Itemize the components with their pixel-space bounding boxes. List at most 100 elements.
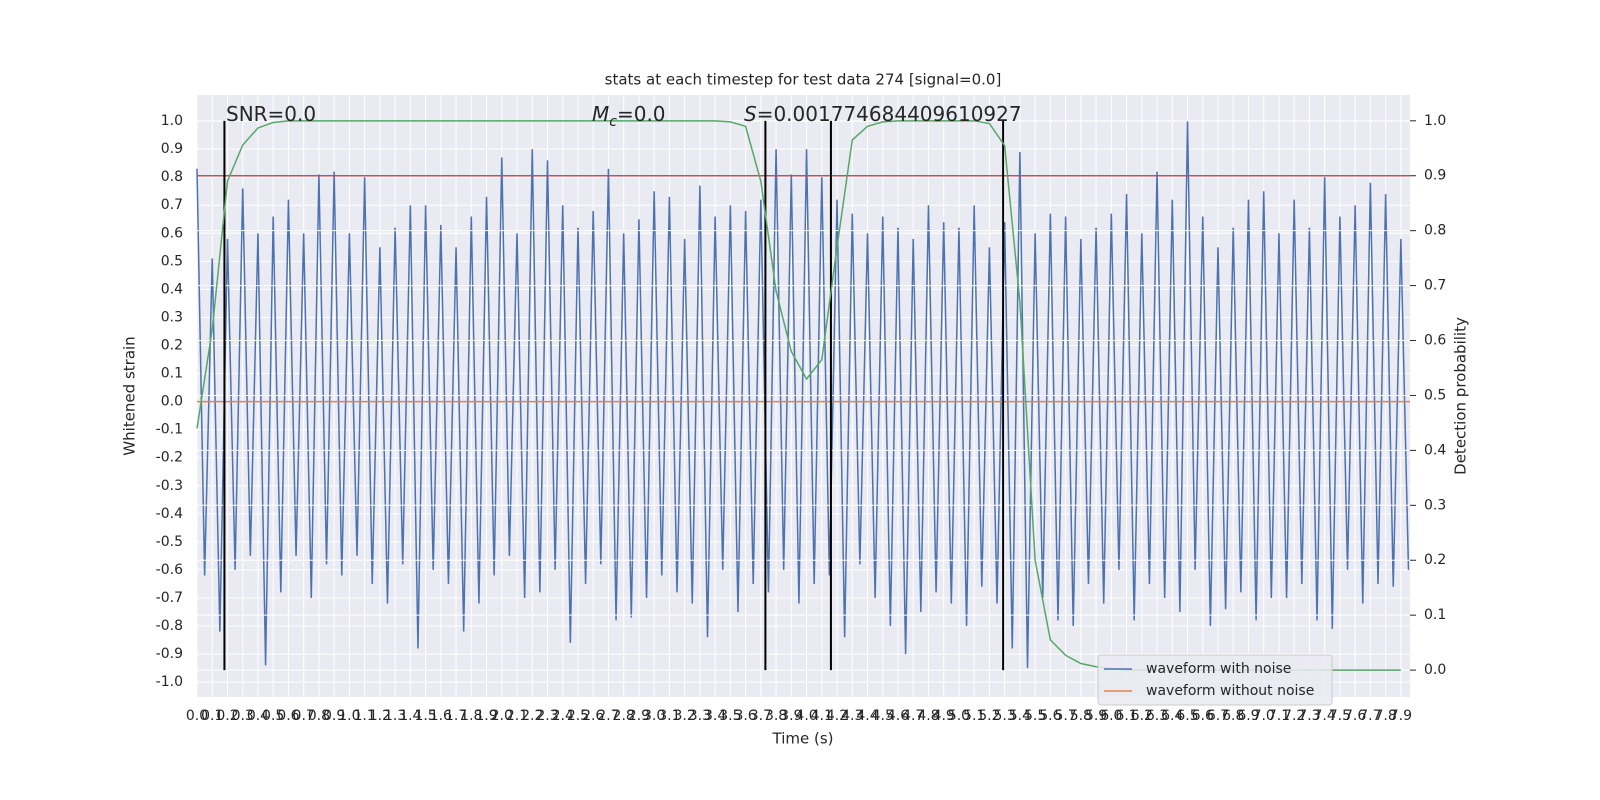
x-tick-label: 7.3: [1298, 708, 1320, 724]
x-tick-label: 0.1: [201, 708, 223, 724]
x-tick-label: 4.7: [902, 708, 924, 724]
y-tick-label: -1.0: [156, 674, 183, 690]
x-tick-label: 2.1: [506, 708, 528, 724]
x-tick-label: 4.3: [841, 708, 863, 724]
x-tick-label: 2.8: [613, 708, 635, 724]
y2-tick-label: 0.0: [1424, 662, 1446, 678]
y-tick-label: 0.9: [161, 141, 183, 157]
series-line: [196, 121, 1410, 669]
x-tick-label: 6.7: [1207, 708, 1229, 724]
x-tick-label: 3.8: [765, 708, 787, 724]
x-tick-label: 5.7: [1054, 708, 1076, 724]
x-tick-label: 6.3: [1146, 708, 1168, 724]
x-tick-label: 6.5: [1176, 708, 1198, 724]
y-axis-label: Whitened strain: [121, 336, 139, 455]
y-tick-label: -0.3: [156, 478, 183, 494]
y2-tick-label: 0.1: [1424, 607, 1446, 623]
x-tick-label: 4.2: [826, 708, 848, 724]
plot-background: [197, 95, 1410, 697]
x-tick-label: 7.9: [1390, 708, 1412, 724]
annotation: SNR=0.0: [226, 102, 316, 126]
x-tick-label: 6.8: [1222, 708, 1244, 724]
annotation-subscript: c: [609, 114, 617, 130]
legend-box: [1097, 654, 1333, 706]
x-tick-label: 5.2: [978, 708, 1000, 724]
y-tick-label: 0.6: [161, 225, 183, 241]
y2-tick-label: 0.5: [1424, 387, 1446, 403]
x-tick-label: 0.3: [232, 708, 254, 724]
y-tick-label: -0.7: [156, 590, 183, 606]
y-tick-label: -0.4: [156, 506, 183, 522]
x-tick-label: 5.8: [1070, 708, 1092, 724]
annotation-symbol: M: [592, 102, 609, 126]
chart-title: stats at each timestep for test data 274…: [605, 71, 1002, 89]
y-tick-label: -0.5: [156, 534, 183, 550]
x-tick-label: 3.4: [704, 708, 726, 724]
x-tick-label: 2.4: [552, 708, 574, 724]
x-tick-label: 2.5: [567, 708, 589, 724]
x-tick-label: 4.5: [872, 708, 894, 724]
legend-label: waveform without noise: [1146, 683, 1314, 699]
y-tick-label: 1.0: [161, 113, 183, 129]
y-tick-label: 0.0: [161, 394, 183, 410]
y-tick-label: 0.1: [161, 366, 183, 382]
x-tick-label: 5.9: [1085, 708, 1107, 724]
x-tick-label: 6.1: [1115, 708, 1137, 724]
x-tick-label: 3.3: [689, 708, 711, 724]
annotation-text: =0.001774684409610927: [757, 102, 1022, 126]
x-tick-label: 4.1: [811, 708, 833, 724]
annotation-text: =0.0: [617, 102, 666, 126]
y2-tick-label: 0.8: [1424, 223, 1446, 239]
x-tick-label: 2.3: [536, 708, 558, 724]
y-tick-label: -0.6: [156, 562, 183, 578]
y2-axis-label: Detection probability: [1452, 317, 1470, 475]
x-tick-label: 4.0: [795, 708, 817, 724]
x-tick-label: 3.1: [658, 708, 680, 724]
x-tick-label: 2.0: [491, 708, 513, 724]
y2-tick-label: 0.3: [1424, 497, 1446, 513]
x-tick-label: 7.4: [1314, 708, 1336, 724]
x-tick-label: 3.5: [719, 708, 741, 724]
x-tick-label: 0.7: [293, 708, 315, 724]
y-tick-label: 0.4: [161, 281, 183, 297]
x-tick-label: 0.5: [262, 708, 284, 724]
y-tick-label: 0.2: [161, 338, 183, 354]
x-tick-label: 7.7: [1359, 708, 1381, 724]
x-tick-label: 1.5: [414, 708, 436, 724]
y-tick-label: 0.8: [161, 169, 183, 185]
x-tick-label: 7.8: [1374, 708, 1396, 724]
x-tick-label: 1.9: [475, 708, 497, 724]
x-tick-label: 5.5: [1024, 708, 1046, 724]
x-tick-label: 6.9: [1237, 708, 1259, 724]
x-tick-label: 6.2: [1131, 708, 1153, 724]
x-tick-label: 2.6: [582, 708, 604, 724]
x-tick-label: 1.8: [460, 708, 482, 724]
x-tick-label: 0.9: [323, 708, 345, 724]
x-tick-label: 7.1: [1268, 708, 1290, 724]
x-tick-label: 5.0: [948, 708, 970, 724]
x-tick-label: 3.2: [674, 708, 696, 724]
x-tick-label: 0.6: [277, 708, 299, 724]
x-tick-label: 1.4: [399, 708, 421, 724]
y2-tick-label: 0.6: [1424, 333, 1446, 349]
x-tick-label: 5.6: [1039, 708, 1061, 724]
y2-tick-label: 1.0: [1424, 113, 1446, 129]
x-tick-label: 1.6: [430, 708, 452, 724]
x-tick-label: 7.2: [1283, 708, 1305, 724]
x-tick-label: 5.4: [1009, 708, 1031, 724]
x-tick-label: 3.7: [750, 708, 772, 724]
annotation-text: SNR=0.0: [226, 102, 316, 126]
x-tick-label: 7.6: [1344, 708, 1366, 724]
y-tick-label: -0.1: [156, 422, 183, 438]
x-axis-label: Time (s): [772, 730, 834, 748]
x-tick-label: 7.0: [1253, 708, 1275, 724]
y-tick-label: 0.3: [161, 309, 183, 325]
x-tick-label: 4.8: [917, 708, 939, 724]
x-tick-label: 3.9: [780, 708, 802, 724]
x-tick-label: 0.2: [216, 708, 238, 724]
x-tick-label: 4.4: [856, 708, 878, 724]
x-tick-label: 5.3: [994, 708, 1016, 724]
x-tick-label: 3.6: [734, 708, 756, 724]
